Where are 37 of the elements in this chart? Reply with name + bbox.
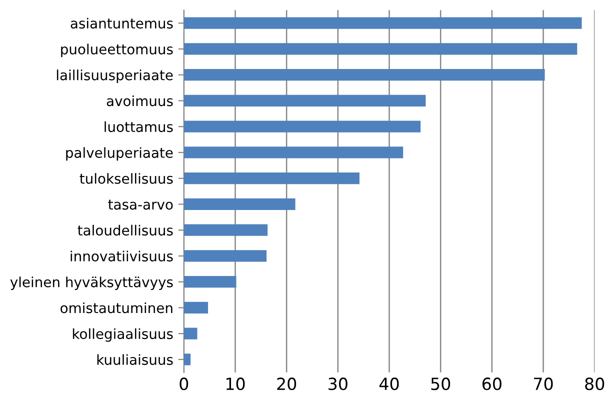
x-tick-label: 60 — [482, 378, 502, 390]
y-tick-label: omistautuminen — [60, 302, 172, 314]
y-tick-label: avoimuus — [106, 95, 173, 106]
x-tick-label: 50 — [431, 378, 450, 390]
x-tick-label: 30 — [328, 378, 348, 390]
y-tick-label: yleinen hyväksyttävyys — [10, 276, 173, 290]
bar — [184, 17, 582, 29]
bar — [184, 172, 360, 184]
y-tick-label: tuloksellisuus — [80, 173, 173, 184]
bar — [184, 302, 208, 314]
y-tick-label: puolueettomuus — [61, 44, 173, 58]
y-tick-label: kuuliaisuus — [97, 354, 173, 365]
bar — [184, 328, 198, 340]
y-tick-label: laillisuusperiaate — [56, 70, 173, 84]
y-tick-label: asiantuntemus — [70, 18, 173, 29]
x-tick-label: 70 — [534, 378, 553, 390]
bar — [184, 224, 268, 236]
bar — [184, 43, 578, 55]
x-tick-label: 40 — [379, 378, 399, 390]
x-tick-label: 10 — [226, 378, 245, 390]
x-tick-label: 20 — [277, 378, 296, 390]
y-tick-label: tasa-arvo — [108, 200, 173, 210]
bar — [184, 250, 267, 262]
y-tick-label: taloudellisuus — [78, 224, 173, 236]
bar — [184, 146, 404, 158]
y-tick-label: innovatiivisuus — [70, 250, 173, 262]
bar — [184, 276, 236, 288]
bar — [184, 94, 426, 107]
y-tick-label: palveluperiaate — [66, 147, 173, 161]
y-tick-label: kollegiaalisuus — [72, 328, 173, 342]
bar — [184, 69, 545, 81]
x-tick-label: 80 — [585, 378, 604, 390]
y-tick-label: luottamus — [104, 121, 173, 132]
bar — [184, 354, 191, 366]
x-tick-label: 0 — [180, 378, 188, 390]
bar — [184, 198, 296, 210]
bar — [184, 120, 421, 132]
